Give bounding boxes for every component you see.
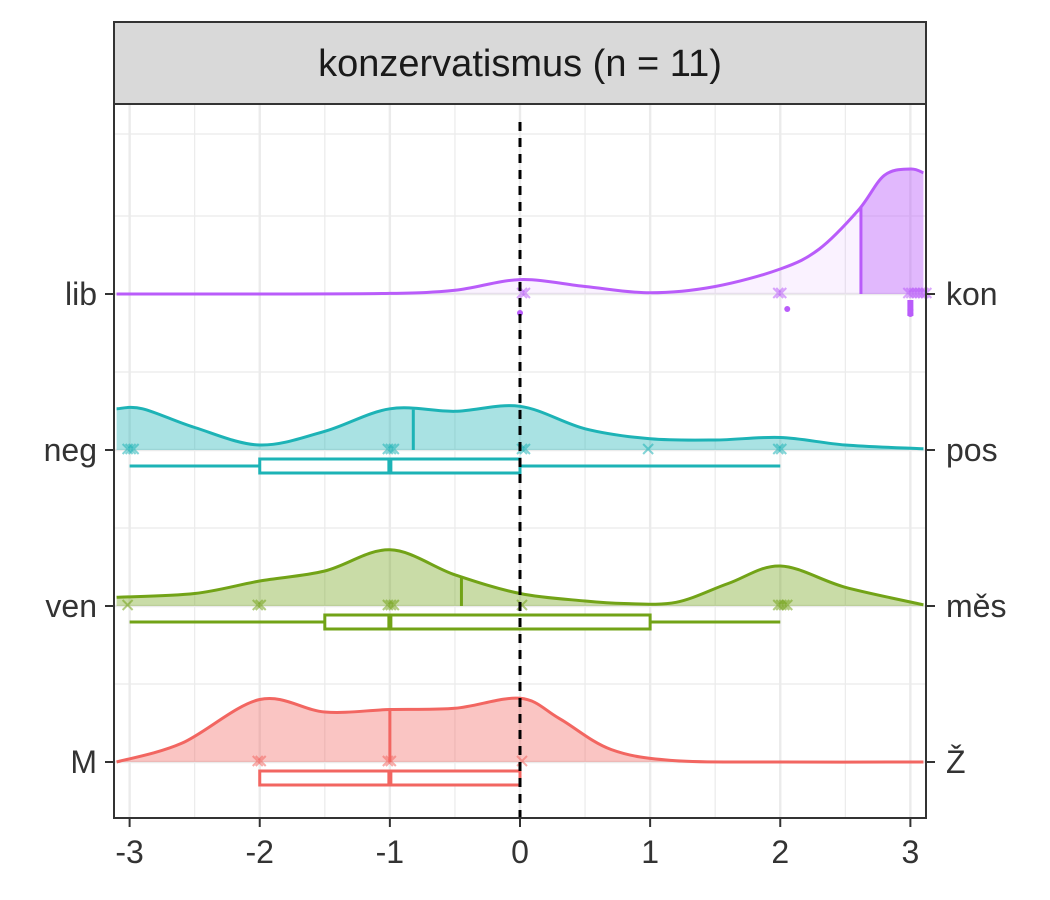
data-point [388, 443, 400, 455]
density-fill [116, 549, 924, 606]
facet-strip [113, 21, 927, 105]
x-tick-label: -2 [246, 834, 274, 870]
density-line [116, 167, 924, 296]
outlier-dot [784, 306, 791, 312]
data-point [385, 443, 397, 455]
data-point [388, 599, 400, 611]
data-point [775, 443, 787, 455]
data-point [642, 443, 654, 455]
axes: -3 -2 -1 0 1 2 3 lib kon neg pos ven měs M Ž [44, 276, 1007, 870]
density-line [116, 404, 924, 451]
data-point [127, 443, 140, 455]
data-point [255, 755, 267, 767]
data-point [385, 755, 397, 767]
data-point [121, 599, 134, 611]
x-tick-label: -1 [376, 834, 404, 870]
data-point [519, 287, 531, 299]
data-point [772, 287, 784, 299]
y-label-right-neg: pos [946, 432, 998, 468]
x-tick-label: 0 [511, 834, 529, 870]
data-point [778, 599, 790, 611]
data-point [775, 287, 787, 299]
outlier-stack [907, 300, 914, 316]
box-iqr [323, 613, 652, 631]
density-line [116, 548, 924, 607]
y-label-left-ven: ven [45, 588, 97, 624]
data-point [252, 755, 264, 767]
y-label-right-ven: měs [946, 588, 1006, 624]
y-label-left-M: M [70, 744, 97, 780]
x-tick-label: 1 [641, 834, 659, 870]
data-point [519, 443, 531, 455]
x-tick-label: 3 [901, 834, 919, 870]
x-tick-label: -3 [115, 834, 143, 870]
y-label-right-M: Ž [946, 744, 966, 780]
y-label-left-neg: neg [44, 432, 97, 468]
data-point [124, 443, 137, 455]
data-point [781, 599, 793, 611]
data-point [252, 599, 264, 611]
y-label-right-lib: kon [946, 276, 998, 312]
data-point [255, 599, 267, 611]
density-fill-faint [116, 168, 924, 295]
ridge-ven [116, 548, 924, 631]
data-point [385, 599, 397, 611]
facet-title: konzervatismus (n = 11) [318, 43, 722, 85]
data-point [772, 443, 784, 455]
data-point [382, 755, 394, 767]
y-label-left-lib: lib [65, 276, 97, 312]
x-tick-label: 2 [771, 834, 789, 870]
density-line [116, 696, 924, 764]
density-fill [860, 168, 924, 294]
ridge-lib [116, 167, 933, 317]
